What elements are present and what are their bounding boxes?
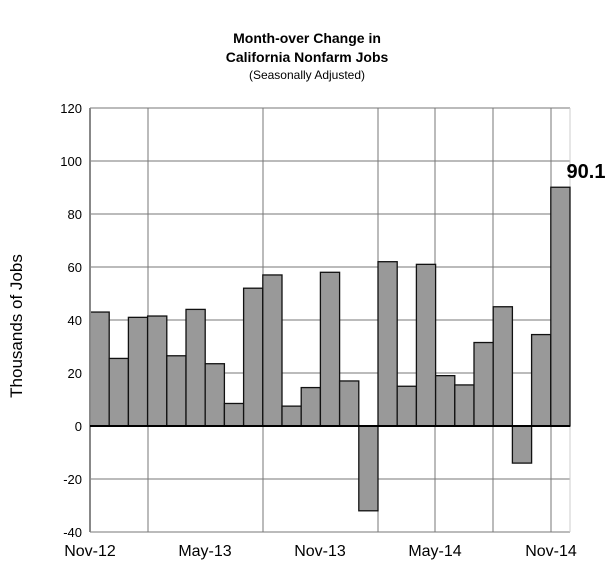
- bar-nov-12: [89, 311, 110, 427]
- bar-dec-13: [338, 380, 360, 427]
- bar-aug-14: [492, 306, 514, 427]
- bar-jan-14: [358, 425, 379, 512]
- bar-sep-13: [281, 405, 302, 427]
- bar-apr-14: [415, 263, 437, 427]
- bar-nov-14: [550, 186, 571, 427]
- y-tick-label: 40: [68, 313, 82, 328]
- y-tick-label: 100: [60, 154, 82, 169]
- y-tick-label: 0: [75, 419, 82, 434]
- bar-apr-13: [185, 308, 206, 427]
- bar-aug-13: [262, 274, 283, 427]
- y-tick-label: 80: [68, 207, 82, 222]
- y-axis-label: Thousands of Jobs: [7, 254, 26, 398]
- bar-may-13: [204, 363, 226, 427]
- y-tick-label: 120: [60, 101, 82, 116]
- chart-subtitle: (Seasonally Adjusted): [249, 68, 365, 82]
- bar-feb-13: [146, 315, 168, 427]
- x-tick-label: May-14: [408, 543, 461, 560]
- bar-mar-14: [396, 385, 418, 427]
- bar-jun-13: [223, 402, 245, 427]
- x-tick-label: Nov-14: [525, 543, 577, 560]
- bar-oct-13: [300, 386, 322, 427]
- y-tick-label: -40: [63, 525, 82, 540]
- x-tick-label: May-13: [178, 543, 231, 560]
- bar-mar-13: [166, 355, 187, 427]
- bar-jul-14: [473, 341, 494, 427]
- bar-nov-13: [319, 271, 341, 427]
- bar-feb-14: [377, 261, 398, 427]
- x-tick-label: Nov-12: [64, 543, 116, 560]
- chart-title-line2: California Nonfarm Jobs: [226, 49, 389, 65]
- annotation-label: 90.1: [567, 161, 606, 183]
- bar-sep-14: [511, 425, 533, 464]
- x-tick-label: Nov-13: [294, 543, 346, 560]
- bar-may-14: [434, 374, 456, 427]
- bar-jun-14: [454, 384, 475, 427]
- y-tick-label: 60: [68, 260, 82, 275]
- chart-title: Month-over Change in: [233, 30, 381, 46]
- bar-jul-13: [242, 287, 264, 427]
- bar-dec-12: [108, 357, 130, 427]
- y-tick-label: -20: [63, 472, 82, 487]
- y-tick-label: 20: [68, 366, 82, 381]
- bar-jan-13: [127, 316, 149, 427]
- bar-oct-14: [530, 333, 552, 427]
